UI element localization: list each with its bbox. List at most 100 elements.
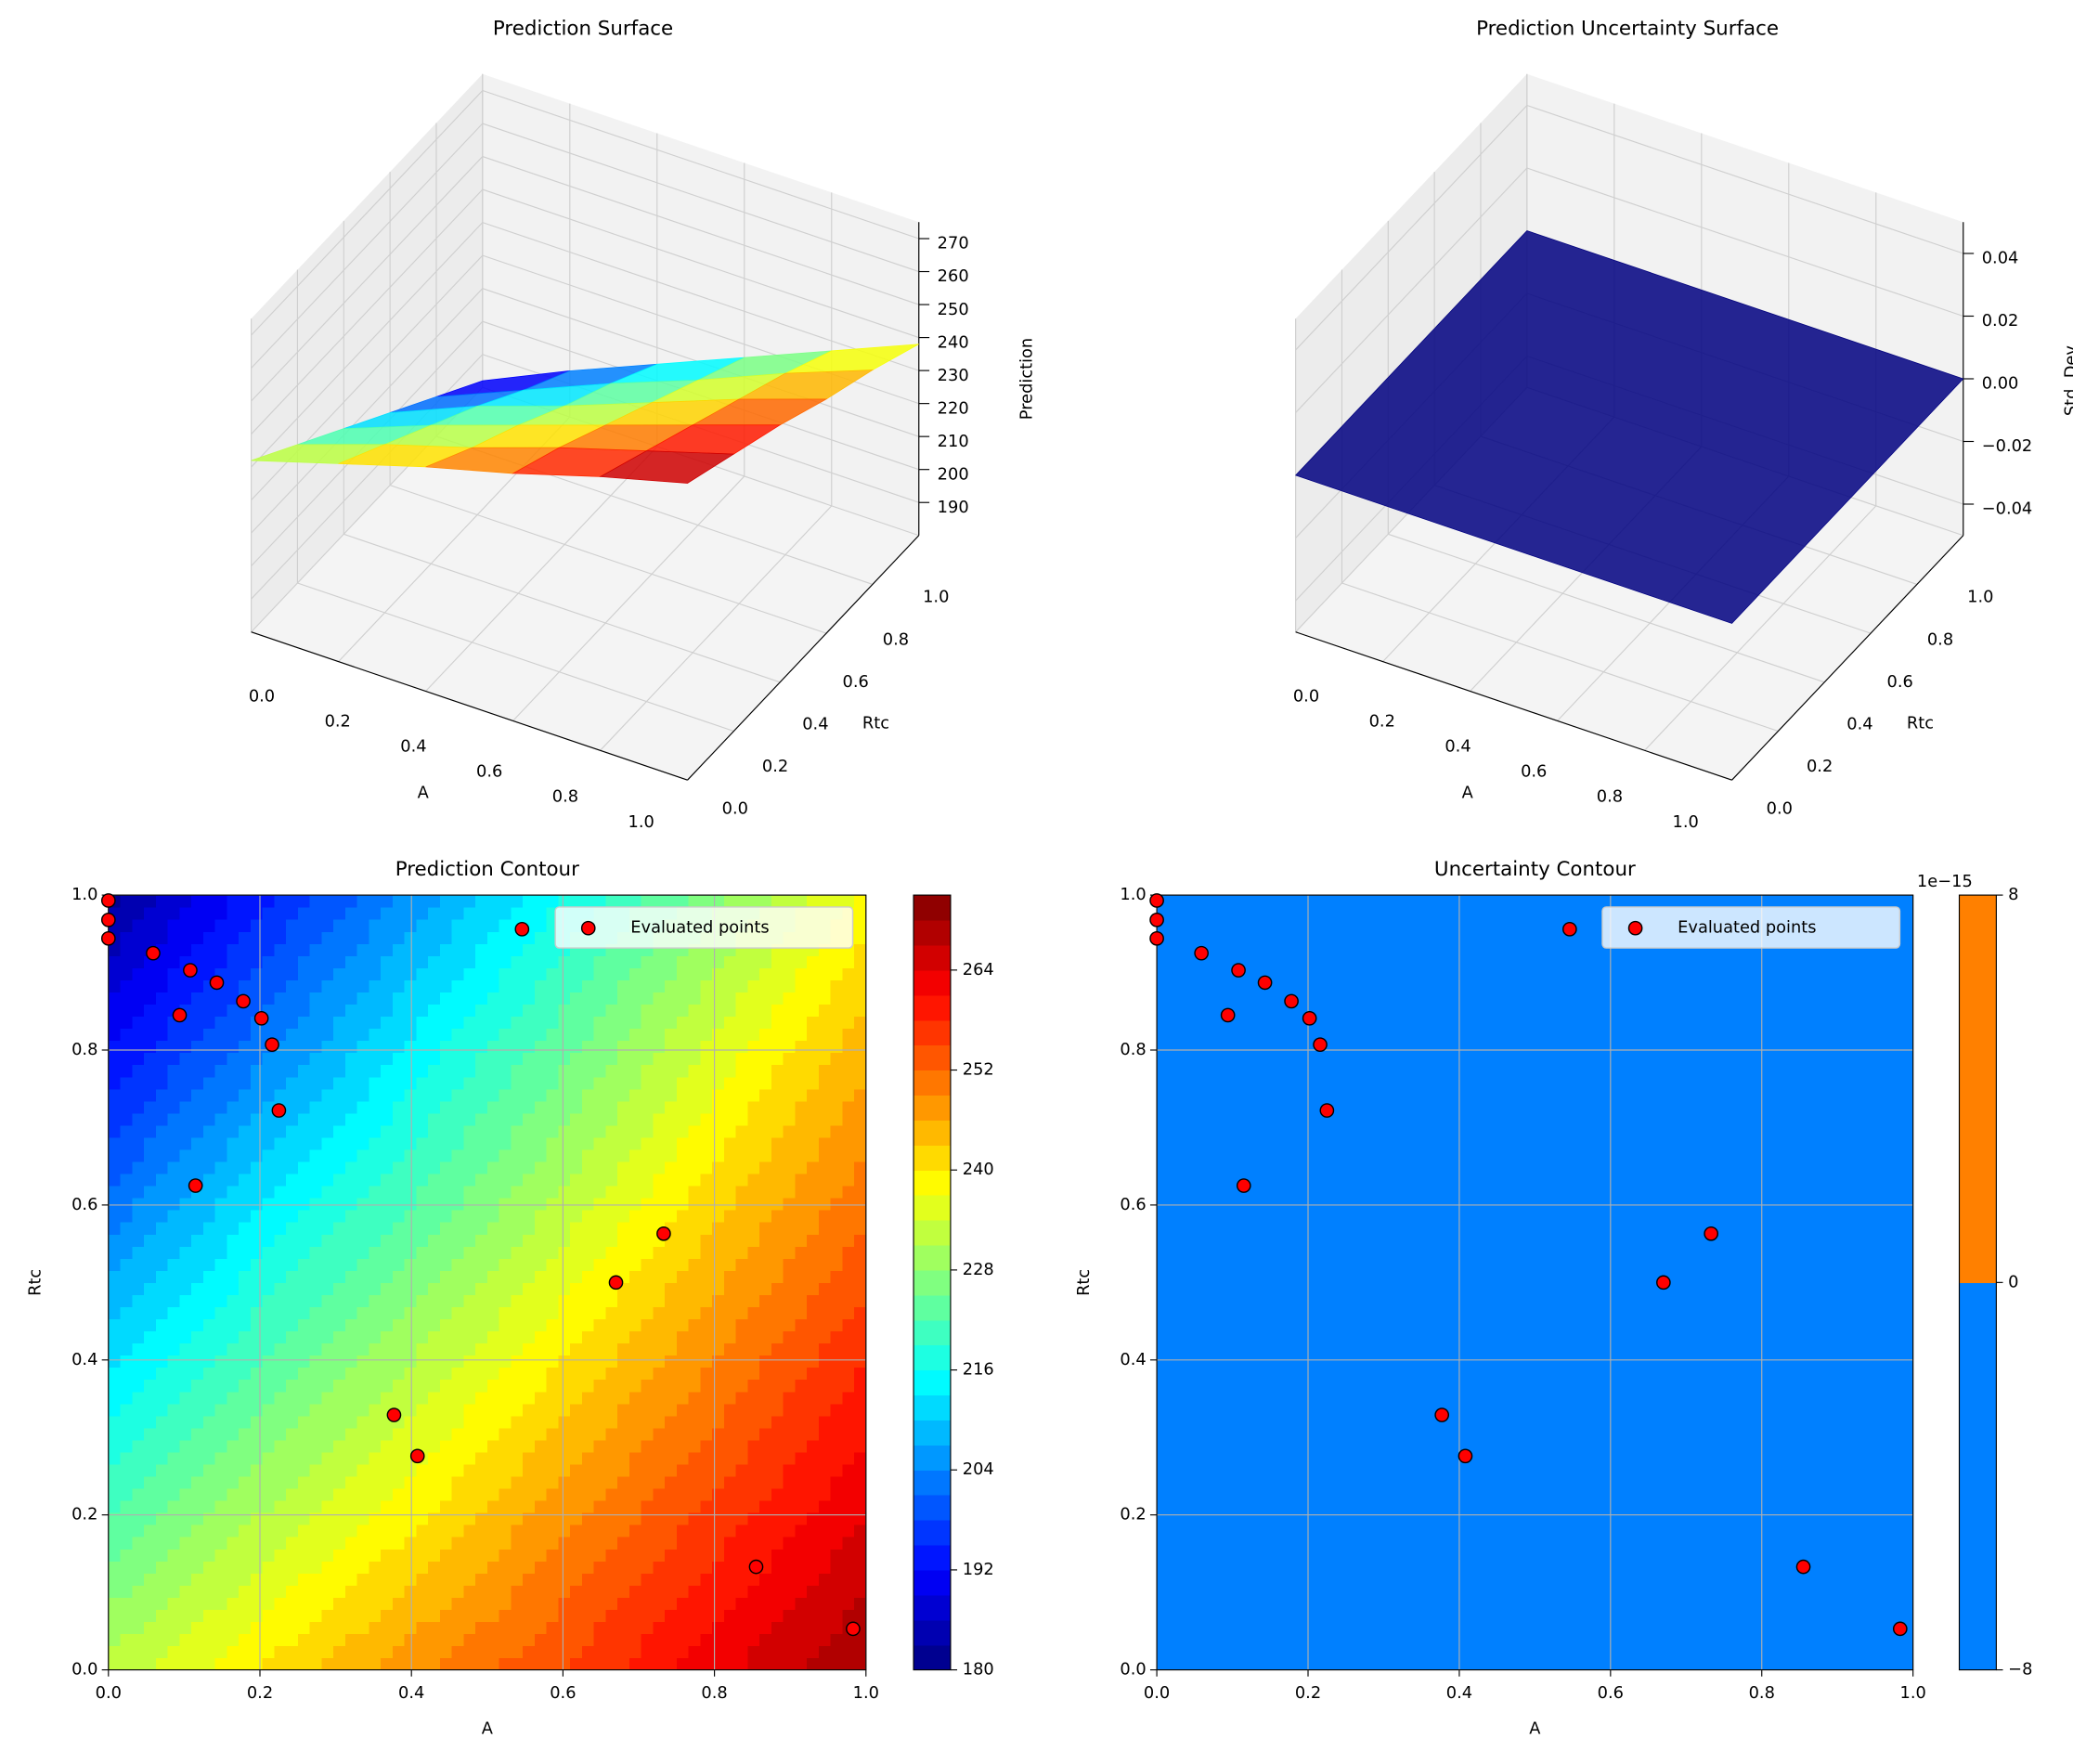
contour-cell <box>321 1198 334 1211</box>
contour-cell <box>120 967 133 980</box>
contour-cell <box>605 1186 618 1199</box>
contour-cell <box>428 1488 441 1501</box>
contour-cell <box>356 1100 369 1114</box>
contour-cell <box>783 1475 796 1489</box>
contour-cell <box>214 1573 227 1586</box>
contour-cell <box>262 1451 275 1465</box>
contour-cell <box>167 1609 180 1623</box>
contour-cell <box>1204 1657 1217 1671</box>
contour-cell <box>665 1488 678 1501</box>
z-tick-label: 200 <box>938 464 969 484</box>
contour-cell <box>570 1100 583 1114</box>
contour-cell <box>830 1028 843 1042</box>
contour-cell <box>486 1355 500 1368</box>
contour-cell <box>1712 1597 1725 1610</box>
contour-cell <box>1417 1549 1430 1562</box>
contour-cell <box>1168 1609 1182 1623</box>
contour-cell <box>795 1330 808 1344</box>
contour-cell <box>523 1488 536 1501</box>
contour-cell <box>759 1379 772 1393</box>
contour-cell <box>1724 1561 1737 1574</box>
contour-cell <box>1452 1621 1465 1635</box>
contour-cell <box>227 1537 240 1550</box>
contour-cell <box>356 1318 369 1332</box>
contour-cell <box>747 1052 760 1066</box>
contour-cell <box>155 1318 169 1332</box>
contour-cell <box>475 1246 488 1259</box>
contour-cell <box>712 1561 725 1574</box>
contour-cell <box>641 1537 654 1550</box>
contour-cell <box>321 1463 334 1477</box>
contour-cell <box>665 1040 678 1054</box>
grid-line <box>1341 582 1779 733</box>
contour-cell <box>286 1064 299 1078</box>
contour-cell <box>262 1318 275 1332</box>
contour-cell <box>167 1512 180 1525</box>
contour-cell <box>676 1076 690 1090</box>
contour-cell <box>628 1282 642 1295</box>
contour-cell <box>262 1573 275 1586</box>
contour-cell <box>511 1161 524 1174</box>
contour-cell <box>239 1657 252 1671</box>
contour-cell <box>167 1597 180 1610</box>
contour-cell <box>735 1342 748 1356</box>
contour-cell <box>700 967 713 980</box>
contour-cell <box>499 1088 512 1102</box>
contour-cell <box>842 1173 855 1187</box>
contour-cell <box>239 1427 252 1441</box>
contour-cell <box>1759 1657 1772 1671</box>
contour-cell <box>451 955 464 968</box>
contour-cell <box>628 1186 642 1199</box>
contour-cell <box>759 955 772 968</box>
contour-cell <box>712 1100 725 1114</box>
contour-cell <box>700 1451 713 1465</box>
contour-cell <box>807 1222 820 1235</box>
contour-cell <box>605 1076 618 1090</box>
contour-cell <box>605 1016 618 1030</box>
contour-cell <box>1428 1597 1442 1610</box>
contour-cell <box>499 1028 512 1042</box>
contour-cell <box>818 1549 832 1562</box>
contour-cell <box>747 1136 760 1150</box>
contour-cell <box>1250 1621 1264 1635</box>
contour-cell <box>700 1621 713 1635</box>
contour-cell <box>451 1367 464 1381</box>
contour-cell <box>344 1609 358 1623</box>
contour-cell <box>499 1148 512 1162</box>
contour-cell <box>1712 1645 1725 1659</box>
contour-cell <box>605 1367 618 1381</box>
contour-cell <box>132 1040 145 1054</box>
contour-cell <box>250 895 264 908</box>
contour-cell <box>1250 1645 1264 1659</box>
contour-cell <box>155 1004 169 1018</box>
contour-cell <box>1275 1561 1288 1574</box>
contour-cell <box>1263 1609 1276 1623</box>
contour-cell <box>416 1415 429 1429</box>
contour-cell <box>795 1234 808 1247</box>
contour-cell <box>617 1100 630 1114</box>
contour-cell <box>546 1270 559 1283</box>
contour-cell <box>723 992 737 1005</box>
contour-cell <box>108 1112 122 1126</box>
contour-cell <box>759 967 772 980</box>
contour-cell <box>356 895 369 908</box>
contour-cell <box>439 1379 453 1393</box>
contour-cell <box>523 1306 536 1320</box>
contour-cell <box>747 1016 760 1030</box>
contour-cell <box>179 1100 192 1114</box>
contour-cell <box>1499 1609 1512 1623</box>
contour-cell <box>534 979 548 992</box>
contour-cell <box>451 1609 464 1623</box>
contour-cell <box>783 1294 796 1308</box>
contour-cell <box>854 1222 867 1235</box>
contour-cell <box>250 1585 264 1598</box>
contour-cell <box>144 1173 157 1187</box>
contour-cell <box>333 1427 346 1441</box>
z-tick-label: 220 <box>938 398 969 418</box>
contour-cell <box>511 1294 524 1308</box>
contour-cell <box>499 979 512 992</box>
contour-cell <box>250 1173 264 1187</box>
contour-cell <box>511 1415 524 1429</box>
contour-cell <box>605 1210 618 1223</box>
contour-cell <box>795 1342 808 1356</box>
